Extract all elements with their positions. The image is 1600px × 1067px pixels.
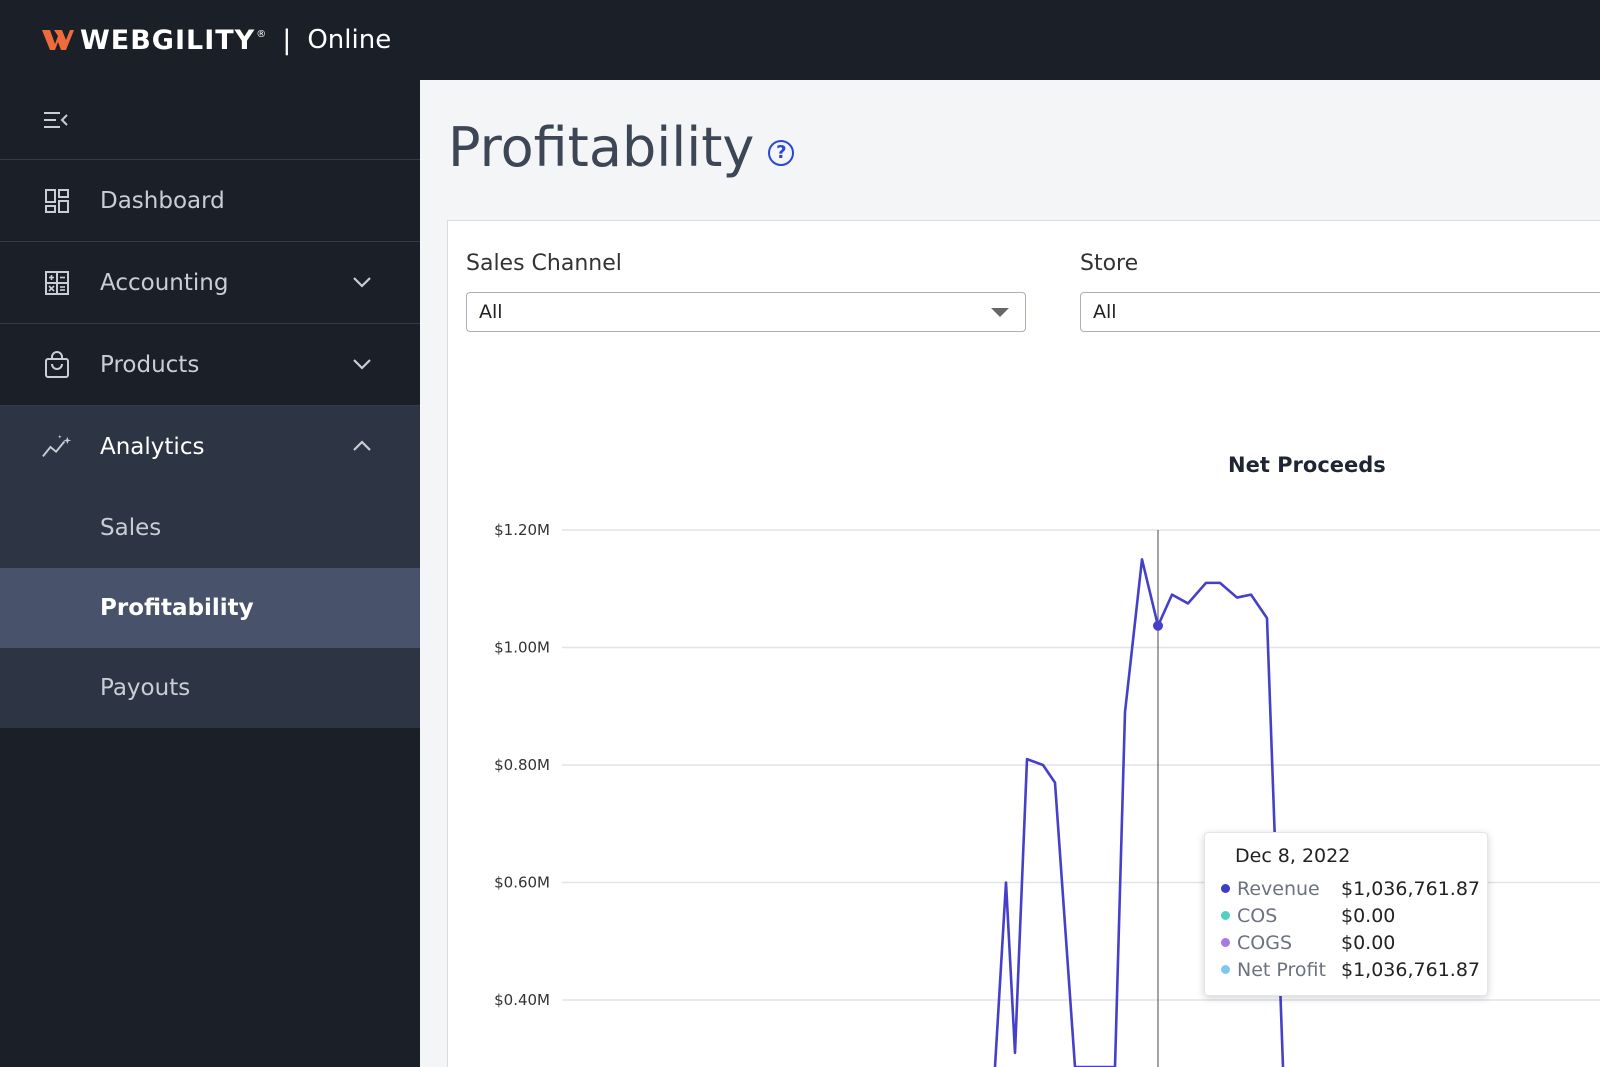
sales-channel-label: Sales Channel xyxy=(466,251,622,276)
legend-dot-icon xyxy=(1221,884,1230,893)
brand-name: WEBGILITY xyxy=(80,24,256,56)
webgility-logo[interactable]: WEBGILITY ® xyxy=(42,25,266,56)
tooltip-row: Net Profit $1,036,761.87 xyxy=(1221,956,1487,983)
page-title-text: Profitability xyxy=(448,116,755,179)
sidebar-subitem-sales[interactable]: Sales xyxy=(100,515,162,541)
sidebar-item-label: Analytics xyxy=(100,434,205,460)
chevron-down-icon[interactable] xyxy=(350,270,374,294)
hover-point[interactable] xyxy=(1153,620,1163,631)
sidebar-item-dashboard[interactable]: Dashboard xyxy=(0,160,420,242)
tooltip-row: Revenue $1,036,761.87 xyxy=(1221,875,1487,902)
shopping-bag-icon xyxy=(42,350,72,380)
tooltip-series-name: Revenue xyxy=(1237,877,1320,900)
chart-title: Net Proceeds xyxy=(1228,453,1386,477)
store-select[interactable]: All xyxy=(1080,292,1600,332)
webgility-logo-icon xyxy=(42,30,74,50)
tooltip-date: Dec 8, 2022 xyxy=(1235,845,1351,867)
sidebar-item-label: Dashboard xyxy=(100,187,225,214)
collapse-menu-icon xyxy=(44,111,68,128)
dropdown-caret-icon xyxy=(991,308,1009,317)
sidebar-item-products[interactable]: Products xyxy=(0,324,420,406)
analytics-submenu: Sales Profitability Payouts xyxy=(0,488,420,728)
tooltip-series-name: COS xyxy=(1237,904,1278,927)
store-filter: Store All xyxy=(1080,251,1600,332)
y-tick-label: $0.80M xyxy=(494,756,550,774)
tooltip-row: COGS $0.00 xyxy=(1221,929,1487,956)
sales-channel-value: All xyxy=(479,301,503,323)
page-title: Profitability ? xyxy=(448,116,795,179)
sidebar-item-analytics[interactable]: Analytics xyxy=(0,406,420,488)
legend-dot-icon xyxy=(1221,965,1230,974)
brand-separator: | xyxy=(282,24,292,56)
product-name: Online xyxy=(307,25,392,55)
store-value: All xyxy=(1093,301,1117,323)
revenue-series-line[interactable] xyxy=(993,558,1285,1067)
chart-tooltip: Dec 8, 2022 Revenue $1,036,761.87 COS $0.00… xyxy=(1204,832,1488,996)
analytics-icon xyxy=(42,432,72,462)
chevron-down-icon[interactable] xyxy=(350,352,374,376)
sales-channel-filter: Sales Channel All xyxy=(466,251,1026,332)
sidebar-subitem-profitability[interactable]: Profitability xyxy=(0,568,420,648)
y-tick-label: $0.40M xyxy=(494,991,550,1009)
help-icon[interactable]: ? xyxy=(768,139,795,166)
sidebar-subitem-payouts[interactable]: Payouts xyxy=(100,675,191,701)
tooltip-series-value: $0.00 xyxy=(1341,904,1396,927)
sidebar-item-accounting[interactable]: Accounting xyxy=(0,242,420,324)
store-label: Store xyxy=(1080,251,1139,276)
tooltip-series-name: Net Profit xyxy=(1237,958,1326,981)
y-tick-label: $1.00M xyxy=(494,639,550,657)
chevron-up-icon[interactable] xyxy=(350,434,374,458)
sales-channel-select[interactable]: All xyxy=(466,292,1026,332)
tooltip-series-value: $1,036,761.87 xyxy=(1341,877,1481,900)
tooltip-row: COS $0.00 xyxy=(1221,902,1487,929)
net-proceeds-chart[interactable]: $1.20M $1.00M $0.80M $0.60M $0.40M xyxy=(420,80,1600,1067)
registered-mark: ® xyxy=(256,28,267,40)
sidebar: Dashboard Accounting xyxy=(0,80,420,1067)
legend-dot-icon xyxy=(1221,938,1230,947)
tooltip-series-value: $0.00 xyxy=(1341,931,1396,954)
sidebar-item-label: Accounting xyxy=(100,269,229,296)
sidebar-collapse-button[interactable] xyxy=(0,80,420,160)
tooltip-series-name: COGS xyxy=(1237,931,1293,954)
sidebar-item-label: Products xyxy=(100,351,200,378)
dashboard-icon xyxy=(42,186,72,216)
tooltip-series-value: $1,036,761.87 xyxy=(1341,958,1481,981)
y-tick-label: $1.20M xyxy=(494,521,550,539)
top-bar: WEBGILITY ® | Online xyxy=(0,0,1600,80)
legend-dot-icon xyxy=(1221,911,1230,920)
y-tick-label: $0.60M xyxy=(494,874,550,892)
calculator-icon xyxy=(42,268,72,298)
